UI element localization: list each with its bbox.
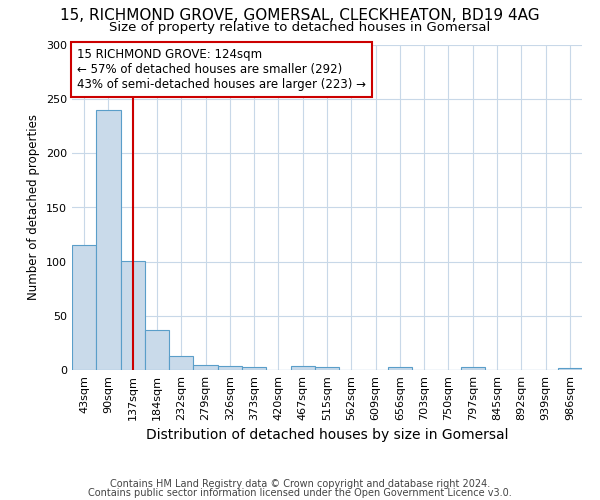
- Bar: [315, 367, 339, 370]
- Bar: [558, 368, 582, 370]
- Bar: [96, 110, 121, 370]
- Text: Size of property relative to detached houses in Gomersal: Size of property relative to detached ho…: [109, 21, 491, 34]
- Text: 15 RICHMOND GROVE: 124sqm
← 57% of detached houses are smaller (292)
43% of semi: 15 RICHMOND GROVE: 124sqm ← 57% of detac…: [77, 48, 366, 91]
- Bar: [193, 364, 218, 370]
- Bar: [242, 367, 266, 370]
- Bar: [290, 366, 315, 370]
- Text: Contains public sector information licensed under the Open Government Licence v3: Contains public sector information licen…: [88, 488, 512, 498]
- Text: Contains HM Land Registry data © Crown copyright and database right 2024.: Contains HM Land Registry data © Crown c…: [110, 479, 490, 489]
- Bar: [461, 367, 485, 370]
- Text: 15, RICHMOND GROVE, GOMERSAL, CLECKHEATON, BD19 4AG: 15, RICHMOND GROVE, GOMERSAL, CLECKHEATO…: [60, 8, 540, 22]
- Bar: [145, 330, 169, 370]
- Y-axis label: Number of detached properties: Number of detached properties: [28, 114, 40, 300]
- X-axis label: Distribution of detached houses by size in Gomersal: Distribution of detached houses by size …: [146, 428, 508, 442]
- Bar: [218, 366, 242, 370]
- Bar: [121, 260, 145, 370]
- Bar: [169, 356, 193, 370]
- Bar: [388, 367, 412, 370]
- Bar: [72, 246, 96, 370]
